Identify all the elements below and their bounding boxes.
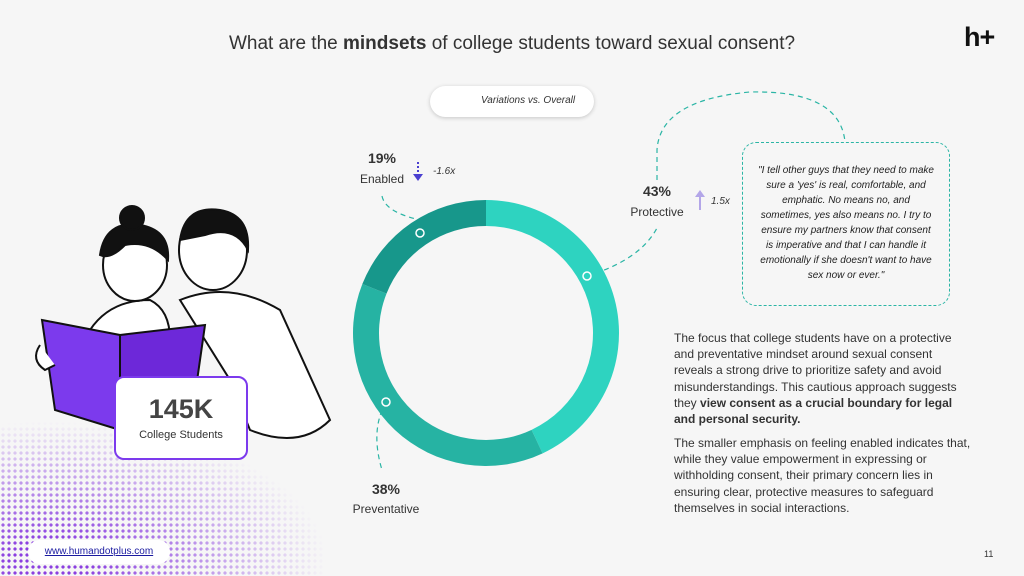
page-number: 11	[984, 549, 994, 559]
paragraph: The focus that college students have on …	[674, 330, 974, 427]
stat-label: College Students	[139, 429, 223, 441]
paragraph-text: The focus that college students have on …	[674, 331, 957, 410]
stat-value: 145K	[148, 394, 214, 424]
donut-segment	[486, 200, 620, 454]
title-emphasis: mindsets	[343, 33, 427, 54]
value-label: 43%	[642, 183, 672, 199]
donut-segment	[362, 200, 486, 294]
value-label: 38%	[371, 481, 401, 497]
donut-segment	[352, 284, 543, 467]
variation-label: 1.5x	[711, 196, 730, 207]
value-label: 19%	[367, 150, 397, 166]
category-label: Preventative	[352, 502, 420, 516]
category-label: Enabled	[359, 172, 405, 186]
paragraph: The smaller emphasis on feeling enabled …	[674, 436, 971, 515]
connector	[656, 91, 846, 180]
title-text: of college students toward sexual consen…	[426, 33, 796, 54]
paragraph-emphasis: view consent as a crucial boundary for l…	[674, 395, 953, 426]
variation-label: -1.6x	[433, 166, 456, 177]
legend: Variations vs. Overall	[430, 86, 594, 117]
logo: h+	[964, 22, 995, 52]
stat-card: 145K College Students	[114, 376, 248, 460]
title-text: What are the	[228, 33, 343, 54]
legend-text: Variations vs. Overall	[481, 95, 576, 106]
footer-link[interactable]: www.humandotplus.com	[28, 540, 170, 564]
marker	[381, 228, 592, 407]
illustration	[35, 205, 332, 439]
quote: "I tell other guys that they need to mak…	[742, 142, 950, 306]
title: What are the mindsets of college student…	[0, 33, 1024, 55]
category-label: Protective	[630, 205, 684, 219]
